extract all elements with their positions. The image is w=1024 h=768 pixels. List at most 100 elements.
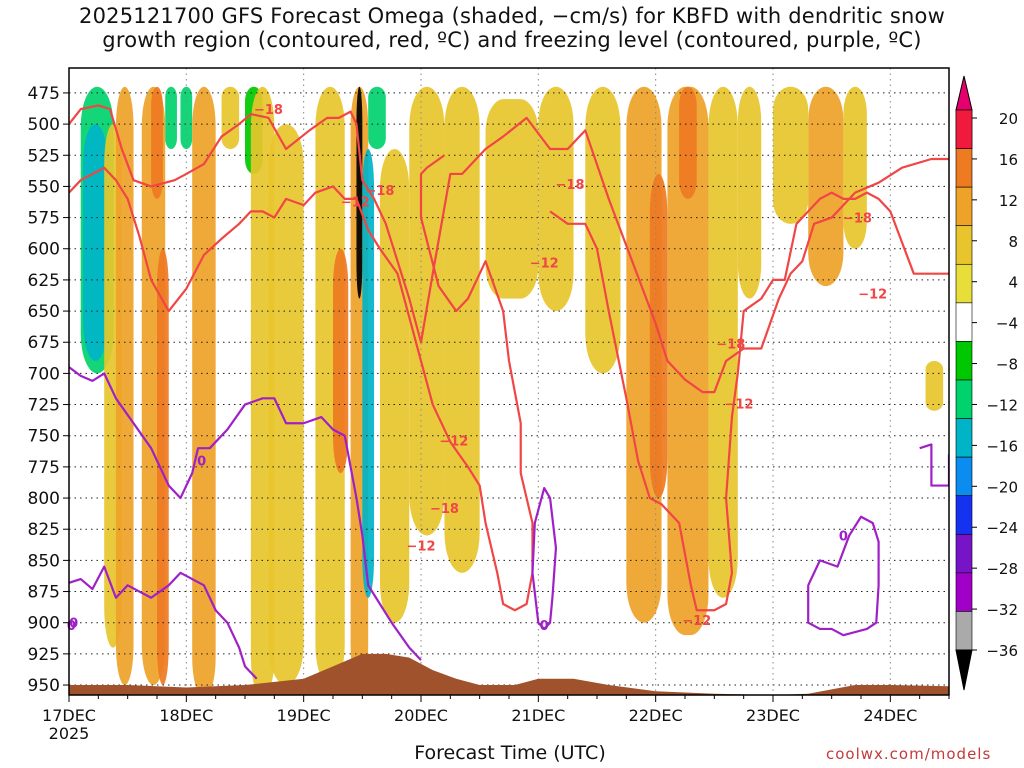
contour-label: −12 (724, 397, 753, 412)
contour-labels: −18−18−12−18−12−12−18−12−18−12−12−18−120… (67, 103, 887, 634)
colorbar-segment (955, 109, 973, 149)
contour-label: −12 (407, 539, 436, 554)
chart-title-line-2: growth region (contoured, red, ºC) and f… (102, 28, 922, 52)
colorbar-label: −24 (986, 519, 1018, 537)
y-tick-label: 800 (28, 489, 60, 509)
contour-label: −18 (716, 337, 745, 352)
colorbar-segment (955, 263, 973, 304)
omega-band (925, 360, 944, 411)
contour-label: −18 (430, 502, 459, 517)
omega-band (737, 86, 762, 299)
y-tick-label: 625 (28, 271, 60, 291)
colorbar-segment (955, 611, 973, 651)
colorbar-bottom-cap (955, 649, 973, 691)
contour-label: 0 (839, 529, 848, 544)
contour-label: −18 (556, 178, 585, 193)
terrain (69, 653, 949, 695)
colorbar-label: −36 (986, 642, 1018, 660)
y-tick-label: 750 (28, 427, 60, 447)
colorbar-label: −32 (986, 601, 1018, 619)
y-tick-label: 500 (28, 115, 60, 135)
omega-band (444, 86, 480, 573)
x-axis-label: Forecast Time (UTC) (414, 742, 606, 764)
colorbar-label: −28 (986, 560, 1018, 578)
y-tick-label: 675 (28, 333, 60, 353)
contour-line (69, 366, 422, 661)
contour-label: 0 (540, 619, 549, 634)
y-tick-label: 600 (28, 240, 60, 260)
contour-label: −12 (858, 288, 887, 303)
y-tick-label: 950 (28, 676, 60, 696)
x-tick-label: 21DEC (511, 706, 565, 725)
contour-label: −12 (439, 435, 468, 450)
colorbar-segment (955, 495, 973, 535)
y-tick-label: 825 (28, 520, 60, 540)
y-tick-label: 475 (28, 84, 60, 104)
colorbar-segment (955, 186, 973, 227)
colorbar-label: 4 (1008, 274, 1018, 292)
contours (69, 104, 949, 680)
colorbar-segment (955, 225, 973, 265)
omega-band (538, 86, 574, 312)
y-tick-label: 900 (28, 614, 60, 634)
colorbar-segment (955, 302, 973, 342)
grid (68, 68, 949, 695)
omega-band (585, 86, 621, 374)
x-tick-label: 18DEC (159, 706, 213, 725)
contour-label: 0 (67, 619, 76, 634)
colorbar-top-cap (955, 75, 973, 111)
y-tick-label: 925 (28, 645, 60, 665)
omega-band (379, 149, 410, 623)
omega-band (151, 86, 163, 199)
colorbar-label: −16 (986, 437, 1018, 455)
contour-line (69, 154, 534, 612)
x-tick-label: 23DEC (746, 706, 800, 725)
colorbar-label: −20 (986, 478, 1018, 496)
omega-band (333, 248, 349, 474)
y-tick-label: 650 (28, 302, 60, 322)
omega-band (708, 86, 738, 598)
y-tick-label: 550 (28, 177, 60, 197)
contour-line (69, 565, 258, 680)
y-axis: 475 500 525 550 575 600 625 650 675 700 725 750 775 8… (28, 84, 69, 696)
y-tick-label: 575 (28, 209, 60, 229)
contour-label: −18 (254, 103, 283, 118)
colorbar-segment (955, 572, 973, 612)
contour-line (531, 486, 558, 631)
contour-label: 0 (69, 617, 78, 632)
y-tick-label: 700 (28, 364, 60, 384)
contour-line (69, 104, 949, 394)
colorbar-segment (955, 341, 973, 381)
contour-line (919, 443, 949, 487)
colorbar-label: −12 (986, 396, 1018, 414)
contour-label: −12 (341, 195, 370, 210)
colorbar-label: −4 (996, 315, 1018, 333)
omega-band (356, 86, 363, 299)
omega-band (667, 86, 709, 636)
colorbar-segment (955, 379, 973, 419)
omega-band (83, 124, 108, 361)
omega-band (362, 149, 375, 598)
y-tick-label: 525 (28, 146, 60, 166)
y-tick-label: 775 (28, 458, 60, 478)
colorbar-segment (955, 456, 973, 497)
omega-band (843, 86, 867, 249)
omega-band (808, 86, 844, 287)
credit-text: coolwx.com/models (826, 745, 992, 763)
chart-title-line-1: 2025121700 GFS Forecast Omega (shaded, −… (79, 4, 945, 28)
colorbar-label: 20 (999, 110, 1018, 128)
x-year-label: 2025 (49, 724, 90, 743)
contour-label: 0 (197, 455, 206, 470)
omega-band (315, 86, 345, 686)
omega-band (192, 86, 216, 695)
chart-title: 2025121700 GFS Forecast Omega (shaded, −… (0, 4, 1024, 52)
contour-label: −18 (843, 212, 872, 227)
x-tick-label: 19DEC (277, 706, 331, 725)
contour-label: −12 (682, 614, 711, 629)
omega-band (268, 124, 304, 686)
omega-band (368, 86, 386, 150)
contour-label: −18 (365, 184, 394, 199)
x-tick-label: 24DEC (863, 706, 917, 725)
colorbar-segment (955, 533, 973, 574)
omega-band (115, 86, 134, 686)
